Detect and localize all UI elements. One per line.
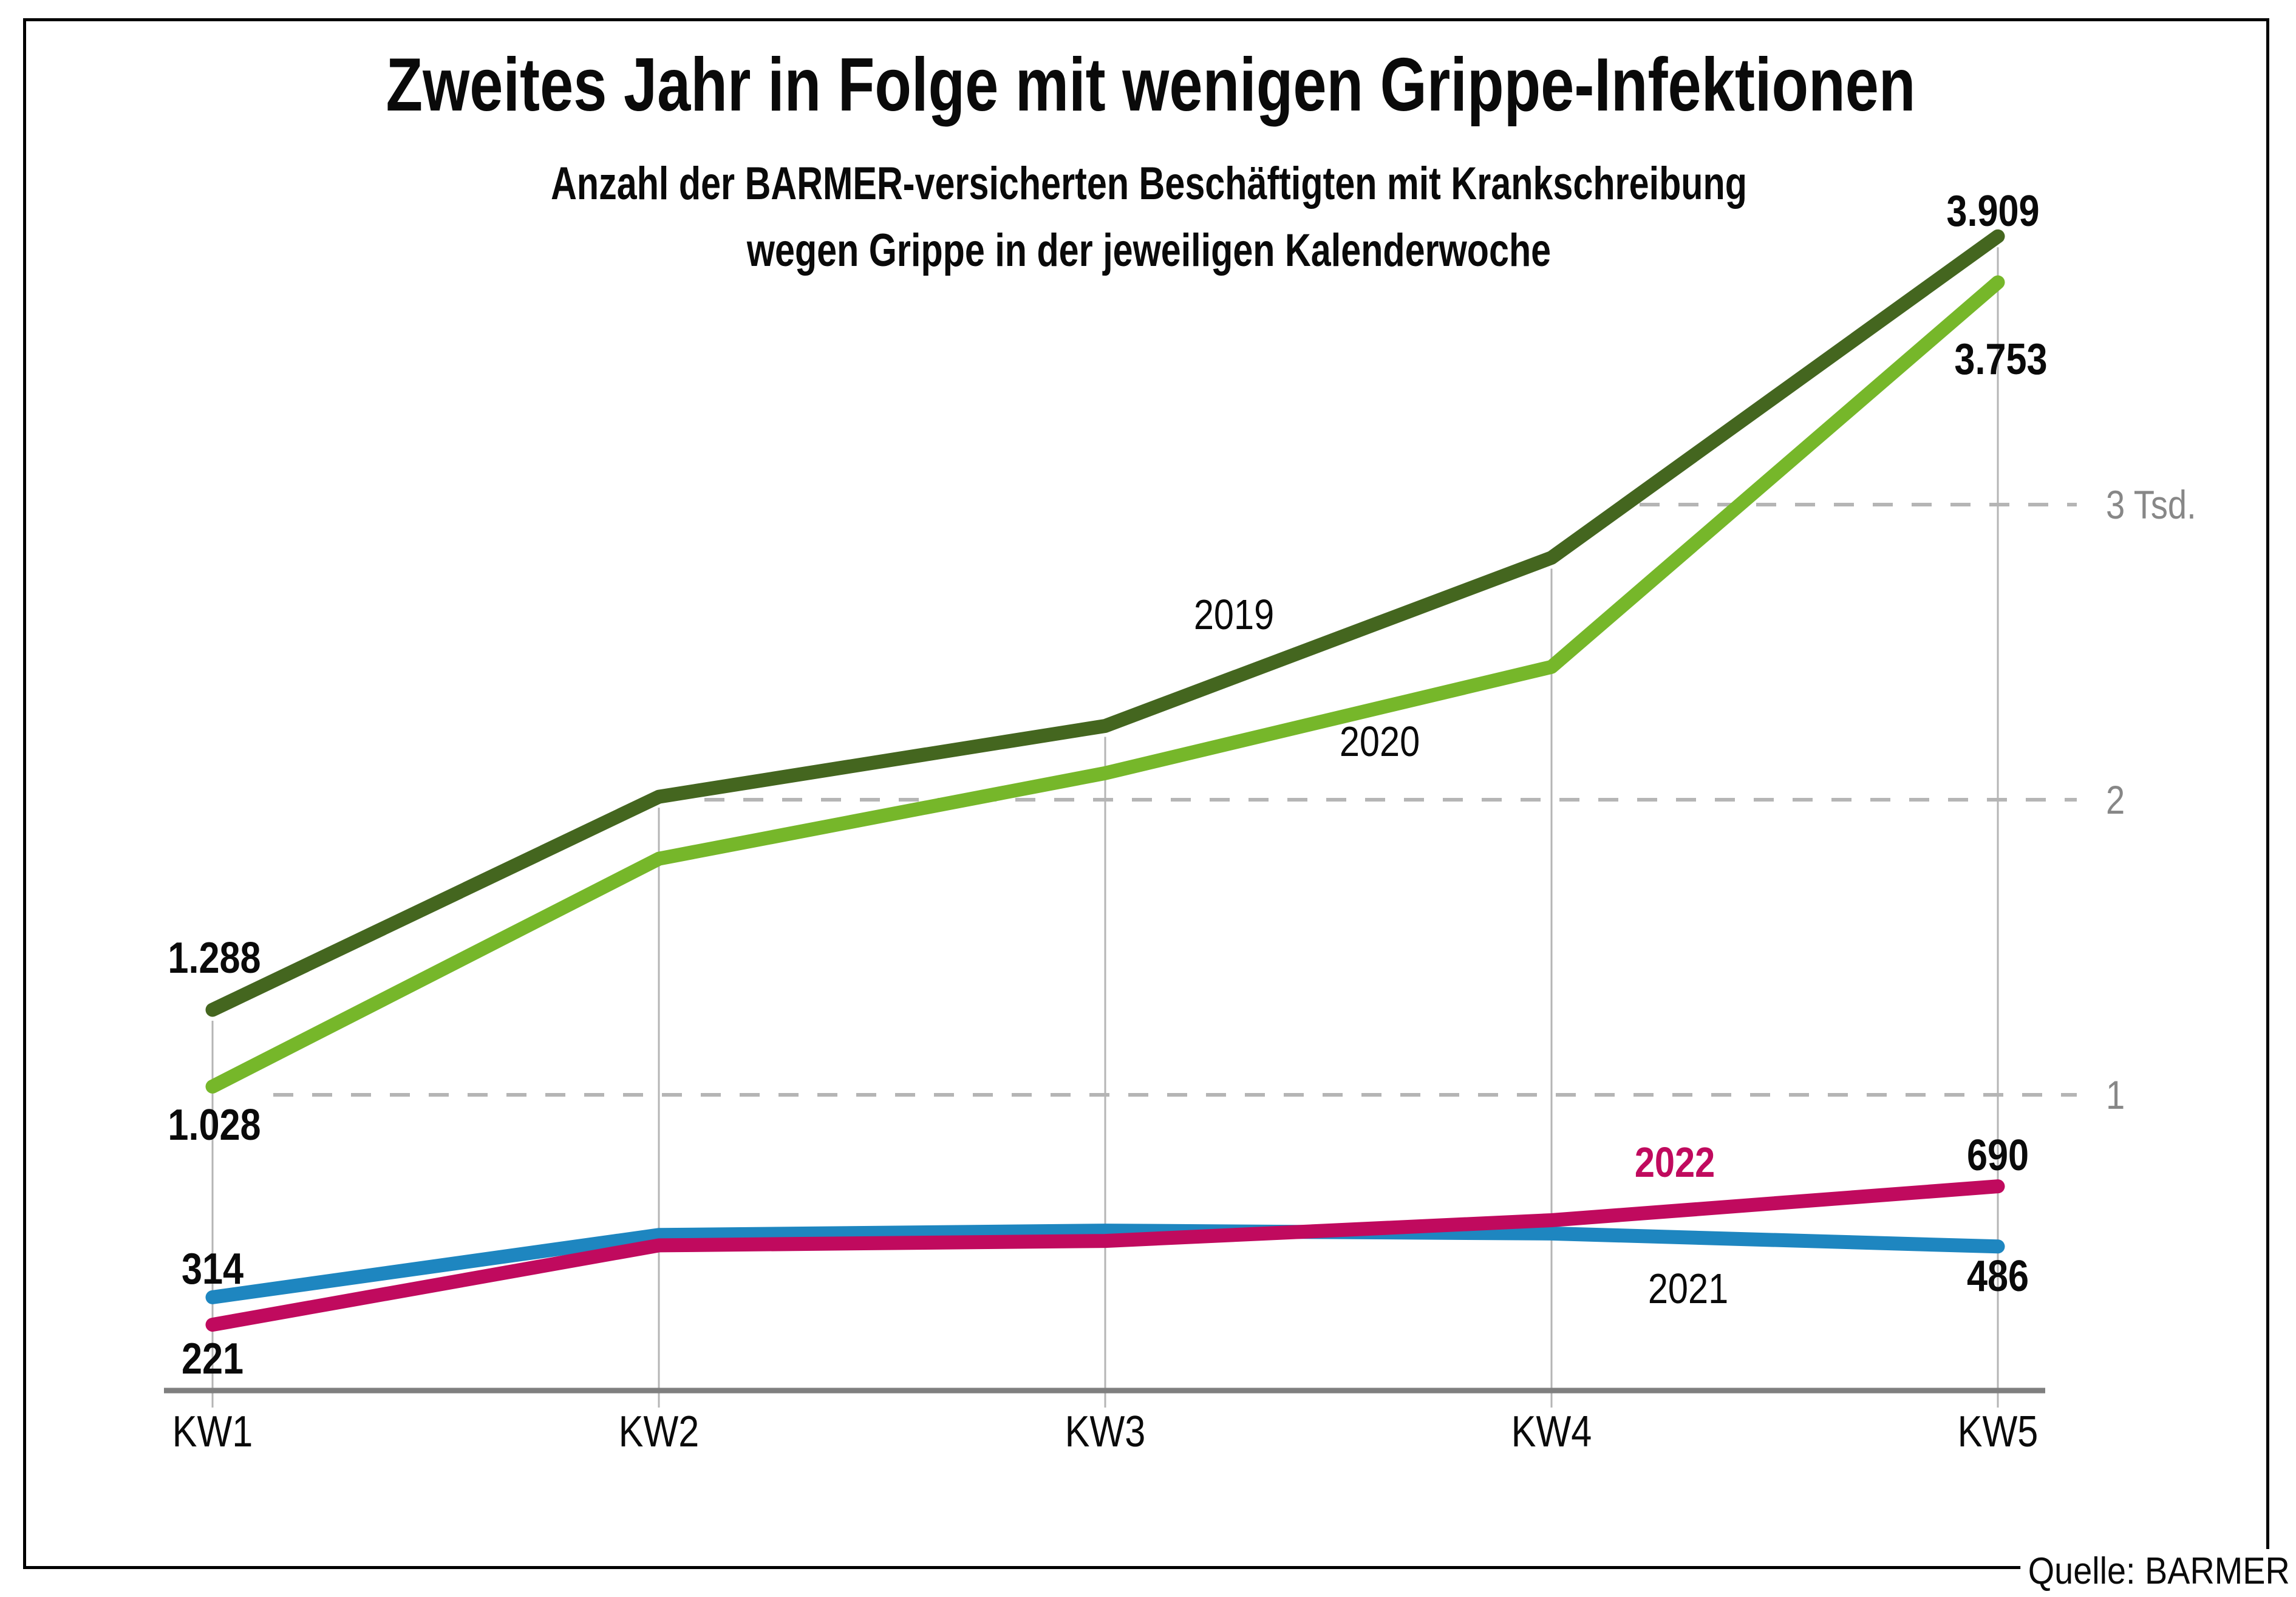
y-scale-label-2000: 2 <box>2106 777 2125 822</box>
series-year-label-2021: 2021 <box>1647 1265 1729 1312</box>
value-label-2022-last: 690 <box>1966 1131 2029 1180</box>
series-line-2019 <box>205 229 2005 1017</box>
x-axis-label-kw2: KW2 <box>618 1408 700 1456</box>
series-line-2022 <box>205 1179 2005 1332</box>
value-label-2021-last: 486 <box>1966 1251 2029 1301</box>
chart-frame-border <box>23 18 2269 1569</box>
series-year-label-2020: 2020 <box>1339 718 1420 765</box>
x-axis-label-kw1: KW1 <box>172 1408 253 1456</box>
series-year-label-2019: 2019 <box>1193 591 1275 638</box>
y-scale-label-3000: 3 Tsd. <box>2106 482 2196 527</box>
source-credit: Quelle: BARMER <box>2020 1549 2294 1592</box>
value-label-2019-last: 3.909 <box>1946 187 2040 236</box>
chart-subtitle-line1: Anzahl der BARMER-versicherten Beschäfti… <box>551 158 1747 209</box>
y-scale-label-1000: 1 <box>2106 1072 2125 1117</box>
value-label-2020-last: 3.753 <box>1954 335 2048 384</box>
value-label-2020-first: 1.028 <box>168 1101 261 1150</box>
chart-subtitle-line2: wegen Grippe in der jeweiligen Kalenderw… <box>746 225 1552 276</box>
chart-title: Zweites Jahr in Folge mit wenigen Grippe… <box>386 43 1916 127</box>
value-label-2019-first: 1.288 <box>168 934 261 983</box>
series-line-2021 <box>205 1224 2005 1304</box>
series-line-2020 <box>205 275 2005 1094</box>
value-label-2022-first: 221 <box>181 1334 244 1383</box>
series-year-label-2022: 2022 <box>1634 1139 1715 1186</box>
x-axis-label-kw4: KW4 <box>1511 1408 1592 1456</box>
value-label-2021-first: 314 <box>181 1245 244 1294</box>
x-axis-label-kw5: KW5 <box>1957 1408 2039 1456</box>
x-axis-label-kw3: KW3 <box>1065 1408 1146 1456</box>
